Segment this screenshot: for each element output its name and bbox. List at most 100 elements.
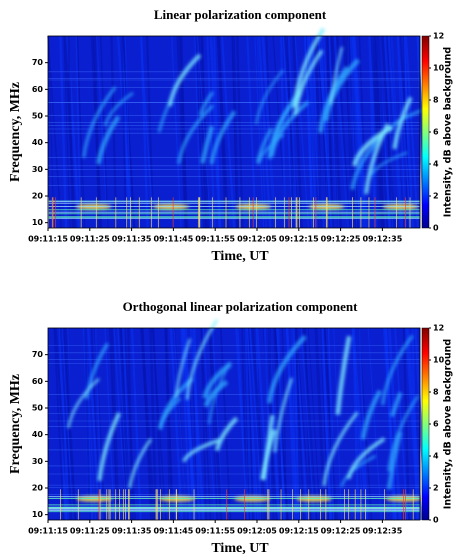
texture-streak	[84, 327, 91, 521]
y-axis-label: Frequency, MHz	[8, 374, 23, 474]
texture-streak	[333, 327, 342, 521]
colorbar-tick-label: 4	[433, 452, 439, 461]
texture-streak	[282, 35, 297, 229]
texture-streak	[145, 35, 155, 229]
texture-streak	[169, 327, 184, 521]
texture-streak	[208, 327, 223, 521]
colorbar-tick-label: 6	[433, 128, 439, 137]
texture-streak	[304, 35, 313, 229]
texture-streak	[151, 327, 167, 521]
texture-streak	[219, 327, 232, 521]
colorbar-label: Intensity, dB above background	[443, 339, 454, 509]
texture-streak	[123, 327, 136, 521]
texture-streak	[314, 327, 327, 521]
colorbar	[421, 35, 430, 229]
texture-streak	[286, 35, 295, 229]
texture-streak	[319, 327, 330, 521]
texture-streak	[59, 35, 68, 229]
colorbar-tick-label: 2	[433, 192, 439, 201]
texture-streak	[231, 35, 240, 229]
x-tick-label: 09:11:25	[70, 235, 110, 244]
y-tick-label: 70	[32, 58, 44, 67]
texture-streak	[358, 327, 369, 521]
texture-streak	[402, 327, 410, 521]
texture-streak	[236, 35, 244, 229]
burst-curve	[200, 125, 215, 164]
burst-curve	[389, 391, 403, 418]
burst-curve	[85, 342, 109, 400]
burst-curve	[198, 91, 215, 116]
x-tick-label: 09:11:55	[195, 235, 235, 244]
texture-streak	[170, 35, 182, 229]
texture-streak	[307, 327, 322, 521]
burst-curve	[329, 46, 344, 105]
burst-curve	[322, 411, 359, 487]
y-axis-label: Frequency, MHz	[8, 82, 23, 182]
y-tick-label: 50	[32, 404, 44, 413]
burst-curve	[350, 135, 384, 190]
texture-streak	[124, 35, 133, 229]
texture-streak	[194, 35, 202, 229]
colorbar-tick-label: 0	[433, 224, 439, 233]
texture-streak	[59, 327, 73, 521]
y-tick-label: 10	[32, 218, 44, 227]
y-tick-label: 30	[32, 165, 44, 174]
texture-streak	[244, 327, 253, 521]
burst-curve	[335, 335, 352, 415]
x-tick-label: 09:11:35	[112, 527, 152, 536]
texture-streak	[173, 327, 188, 521]
texture-streak	[178, 35, 189, 229]
plot-frame	[47, 327, 421, 521]
burst-curve	[273, 377, 293, 453]
texture-streak	[141, 327, 153, 521]
texture-streak	[221, 35, 236, 229]
burst-curve	[174, 338, 192, 398]
texture-streak	[246, 35, 257, 229]
texture-streak	[104, 327, 115, 521]
burst-features	[67, 319, 422, 502]
texture-streak	[277, 327, 285, 521]
texture-streak	[301, 327, 318, 521]
texture-streak	[99, 35, 109, 229]
texture-streak	[327, 327, 335, 521]
texture-streak	[287, 35, 298, 229]
burst-curve	[103, 91, 134, 127]
texture-streak	[165, 327, 173, 521]
texture-streak	[246, 327, 257, 521]
texture-streak	[120, 35, 128, 229]
texture-streak	[331, 35, 342, 229]
burst-curve	[381, 334, 414, 406]
burst-curve	[346, 437, 386, 480]
x-tick-label: 09:11:25	[70, 527, 110, 536]
texture-streak	[231, 35, 238, 229]
burst-curve	[318, 66, 349, 133]
texture-streak	[292, 327, 301, 521]
texture-streak	[367, 327, 382, 521]
texture-streak	[200, 327, 212, 521]
texture-streak	[324, 327, 336, 521]
texture-streak	[75, 35, 82, 229]
y-tick-label: 40	[32, 138, 44, 147]
x-tick-label: 09:11:35	[112, 235, 152, 244]
burst-curve	[82, 86, 117, 158]
texture-streak	[321, 327, 332, 521]
burst-curve	[209, 110, 237, 165]
texture-streak	[352, 327, 360, 521]
y-tick-label: 60	[32, 85, 44, 94]
y-tick-label: 40	[32, 430, 44, 439]
texture-streak	[164, 327, 171, 521]
spectrogram-image	[48, 319, 428, 521]
texture-streak	[96, 35, 109, 229]
y-tick-label: 70	[32, 350, 44, 359]
texture-streak	[370, 35, 384, 229]
burst-curve	[255, 127, 273, 164]
burst-curve	[261, 414, 275, 481]
x-tick-label: 09:11:55	[195, 527, 235, 536]
texture-streak	[294, 35, 310, 229]
burst-curve	[369, 151, 408, 178]
burst-curve	[128, 438, 153, 489]
burst-curve	[387, 431, 403, 490]
colorbar-tick-label: 2	[433, 484, 439, 493]
texture-streak	[197, 35, 212, 229]
x-tick-label: 09:12:35	[362, 527, 402, 536]
